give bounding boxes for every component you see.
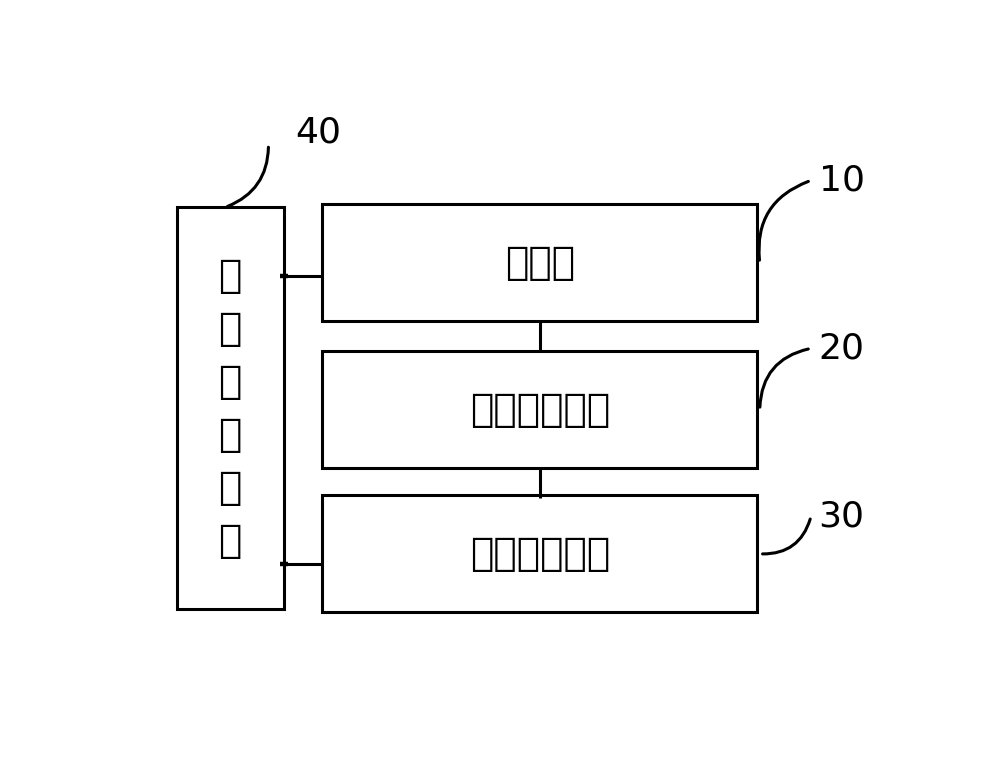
Text: 30: 30: [818, 499, 865, 534]
Text: 10: 10: [818, 164, 865, 197]
Bar: [176, 207, 284, 609]
Text: 40: 40: [295, 115, 341, 150]
Text: 充电调节电路: 充电调节电路: [469, 391, 609, 429]
Text: 电池组: 电池组: [505, 244, 575, 282]
Text: 电
池
充
电
电
路: 电 池 充 电 电 路: [219, 257, 242, 560]
Text: 20: 20: [818, 331, 865, 365]
Text: 识别控制电路: 识别控制电路: [469, 535, 609, 573]
Bar: [321, 495, 757, 612]
Bar: [321, 351, 757, 468]
Bar: [321, 204, 757, 322]
